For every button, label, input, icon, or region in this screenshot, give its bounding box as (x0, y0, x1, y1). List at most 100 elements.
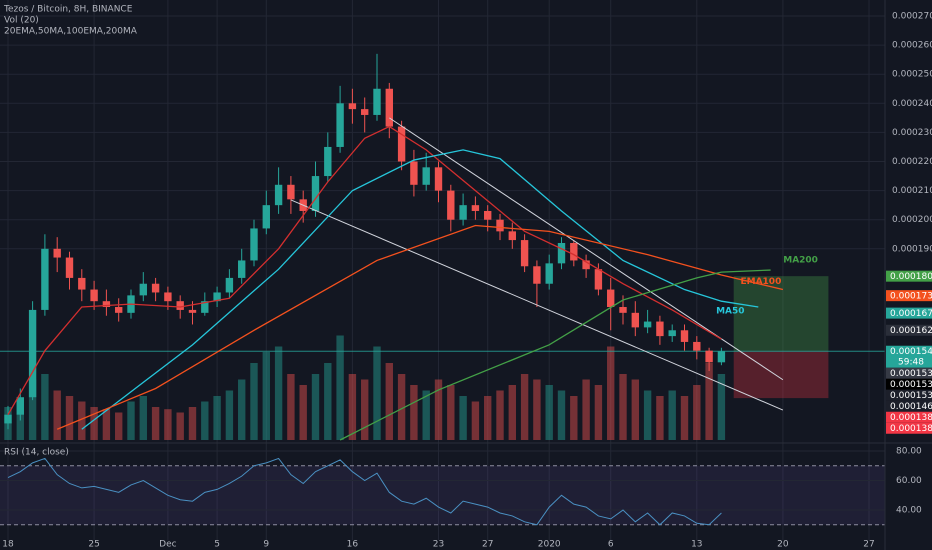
price-badge (886, 324, 932, 336)
y-tick-label: 0.0002700 (892, 12, 932, 22)
candle-body (557, 242, 566, 264)
candle-body (680, 330, 689, 342)
volume-bar (693, 385, 701, 440)
volume-bar (533, 379, 541, 440)
candle-body (213, 292, 221, 302)
x-tick-label: 6 (608, 540, 614, 550)
candle-body (287, 184, 295, 200)
price-badge-label: 0.0001387 (890, 413, 932, 423)
price-badge-label: 0.0001548 (890, 347, 932, 357)
volume-bar (53, 390, 61, 440)
candle-body (274, 184, 283, 206)
x-tick-label: 27 (482, 540, 493, 550)
x-tick-label: 2020 (538, 540, 561, 550)
rsi-line (7, 457, 722, 526)
moving-average (81, 149, 759, 430)
volume-bar (582, 379, 590, 440)
price-badge-label: 0.0001806 (890, 272, 932, 282)
price-badge-label: 0.0001533 (890, 369, 932, 379)
price-badge (886, 400, 932, 412)
price-badge-label: 0.0001533 (890, 380, 932, 390)
candle-body (336, 103, 344, 147)
candle-body (28, 309, 37, 398)
price-badge (886, 290, 932, 302)
moving-average (56, 224, 784, 430)
volume-bar (16, 401, 24, 440)
rsi-tick-label: 80.00 (896, 447, 922, 457)
volume-bar (176, 412, 184, 440)
volume-bar (348, 374, 357, 440)
candle-body (115, 307, 123, 313)
candle-body (53, 248, 61, 258)
price-badge (886, 345, 932, 368)
rsi-tick-label: 40.00 (896, 506, 922, 516)
volume-label: Vol (20) (4, 16, 39, 26)
x-tick-label: 9 (263, 540, 269, 550)
volume-bar (471, 401, 480, 440)
candle-body (16, 397, 24, 415)
volume-bar (336, 335, 344, 440)
candle-body (373, 88, 381, 115)
x-tick-label: 27 (863, 540, 874, 550)
trendline (290, 199, 784, 411)
y-tick-label: 0.0002600 (892, 41, 932, 51)
y-tick-label: 0.0002200 (892, 157, 932, 167)
price-badge (886, 389, 932, 401)
position-stop (733, 351, 829, 399)
volume-bar (643, 390, 652, 440)
x-tick-label: 23 (433, 540, 444, 550)
price-badge (886, 270, 932, 282)
volume-bar (656, 396, 664, 440)
candle-body (484, 210, 492, 220)
candle-body (533, 266, 541, 284)
candle-body (4, 414, 12, 424)
candle-body (459, 205, 467, 220)
candle-body (705, 350, 713, 363)
candle-body (311, 176, 320, 211)
volume-bar (262, 352, 270, 440)
x-tick-label: 18 (2, 540, 14, 550)
candle-body (594, 269, 603, 290)
volume-bar (545, 385, 553, 440)
candle-body (201, 301, 209, 313)
candle-body (582, 260, 590, 270)
rsi-band (0, 465, 885, 525)
candle-body (41, 248, 49, 310)
candle-body (78, 277, 86, 290)
candle-body (348, 103, 357, 110)
volume-bar (607, 346, 615, 440)
ma-label: MA50 (716, 307, 744, 317)
candle-body (447, 190, 455, 220)
candle-body (656, 321, 664, 337)
volume-bar (397, 374, 406, 440)
rsi-title: RSI (14, close) (4, 448, 69, 458)
candle-body (139, 283, 147, 296)
volume-bar (410, 385, 418, 440)
candle-body (570, 242, 578, 261)
volume-bar (164, 409, 172, 440)
candle-body (188, 309, 197, 313)
price-badge (886, 378, 932, 390)
volume-bar (65, 396, 74, 440)
volume-bar (287, 374, 295, 440)
volume-bar (422, 390, 430, 440)
candle-body (225, 277, 234, 293)
x-tick-label: 13 (691, 540, 702, 550)
volume-bar (28, 379, 37, 440)
x-tick-label: Dec (159, 540, 176, 550)
candle-body (496, 219, 504, 232)
volume-bar (299, 385, 307, 440)
volume-bar (508, 385, 516, 440)
candle-body (90, 289, 98, 302)
volume-bar (102, 409, 111, 440)
candle-body (545, 263, 553, 284)
candle-body (668, 330, 676, 337)
candle-body (250, 228, 258, 261)
price-badge-label: 0.0001387 (890, 424, 932, 434)
candle-body (151, 283, 160, 293)
candle-body (410, 161, 418, 185)
volume-bar (520, 374, 529, 440)
moving-average (7, 125, 722, 416)
candle-body (717, 351, 726, 363)
